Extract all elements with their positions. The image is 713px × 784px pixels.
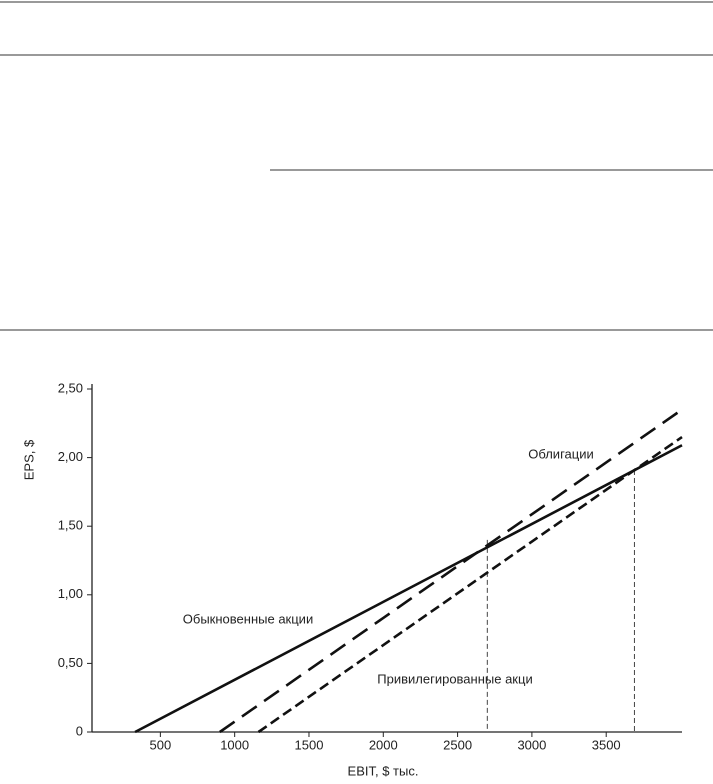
x-tick-label: 3000 (517, 737, 546, 752)
x-tick-label: 1000 (220, 737, 249, 752)
y-axis-label: EPS, $ (21, 439, 36, 480)
y-tick-label: 0,50 (58, 655, 83, 670)
x-tick-label: 2000 (369, 737, 398, 752)
y-tick-label: 2,50 (58, 380, 83, 395)
x-axis-label: EBIT, $ тыс. (348, 763, 419, 778)
series-line (219, 408, 683, 734)
y-tick-label: 2,00 (58, 449, 83, 464)
y-tick-label: 0 (76, 723, 83, 738)
series-line (257, 435, 683, 734)
series-label: Обыкновенные акции (183, 611, 313, 626)
series-label: Облигации (528, 446, 593, 461)
y-tick-label: 1,00 (58, 586, 83, 601)
y-tick-label: 1,50 (58, 518, 83, 533)
x-tick-label: 3500 (592, 737, 621, 752)
series-label: Привилегированные акци (377, 671, 532, 686)
x-tick-label: 2500 (443, 737, 472, 752)
x-tick-label: 1500 (295, 737, 324, 752)
x-tick-label: 500 (150, 737, 172, 752)
series-line (134, 444, 683, 734)
